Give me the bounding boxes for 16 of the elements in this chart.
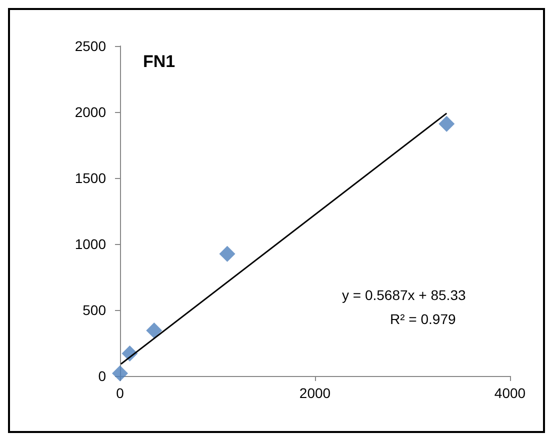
- x-tick-label: 2000: [299, 385, 331, 401]
- y-tick-label: 2000: [74, 104, 106, 120]
- y-tick-label: 0: [98, 368, 106, 384]
- annotation: R² = 0.979: [390, 311, 456, 327]
- annotation: y = 0.5687x + 85.33: [342, 287, 466, 303]
- y-tick-label: 2500: [74, 38, 106, 54]
- point: [219, 246, 236, 262]
- y-tick-label: 500: [82, 302, 106, 318]
- x-tick-label: 4000: [494, 385, 526, 401]
- x-tick-label: 0: [116, 385, 124, 401]
- point: [112, 365, 128, 382]
- y-tick-label: 1500: [74, 170, 106, 186]
- chart-title: FN1: [143, 52, 176, 71]
- point: [438, 116, 455, 132]
- point: [146, 322, 162, 338]
- y-tick-label: 1000: [74, 236, 106, 252]
